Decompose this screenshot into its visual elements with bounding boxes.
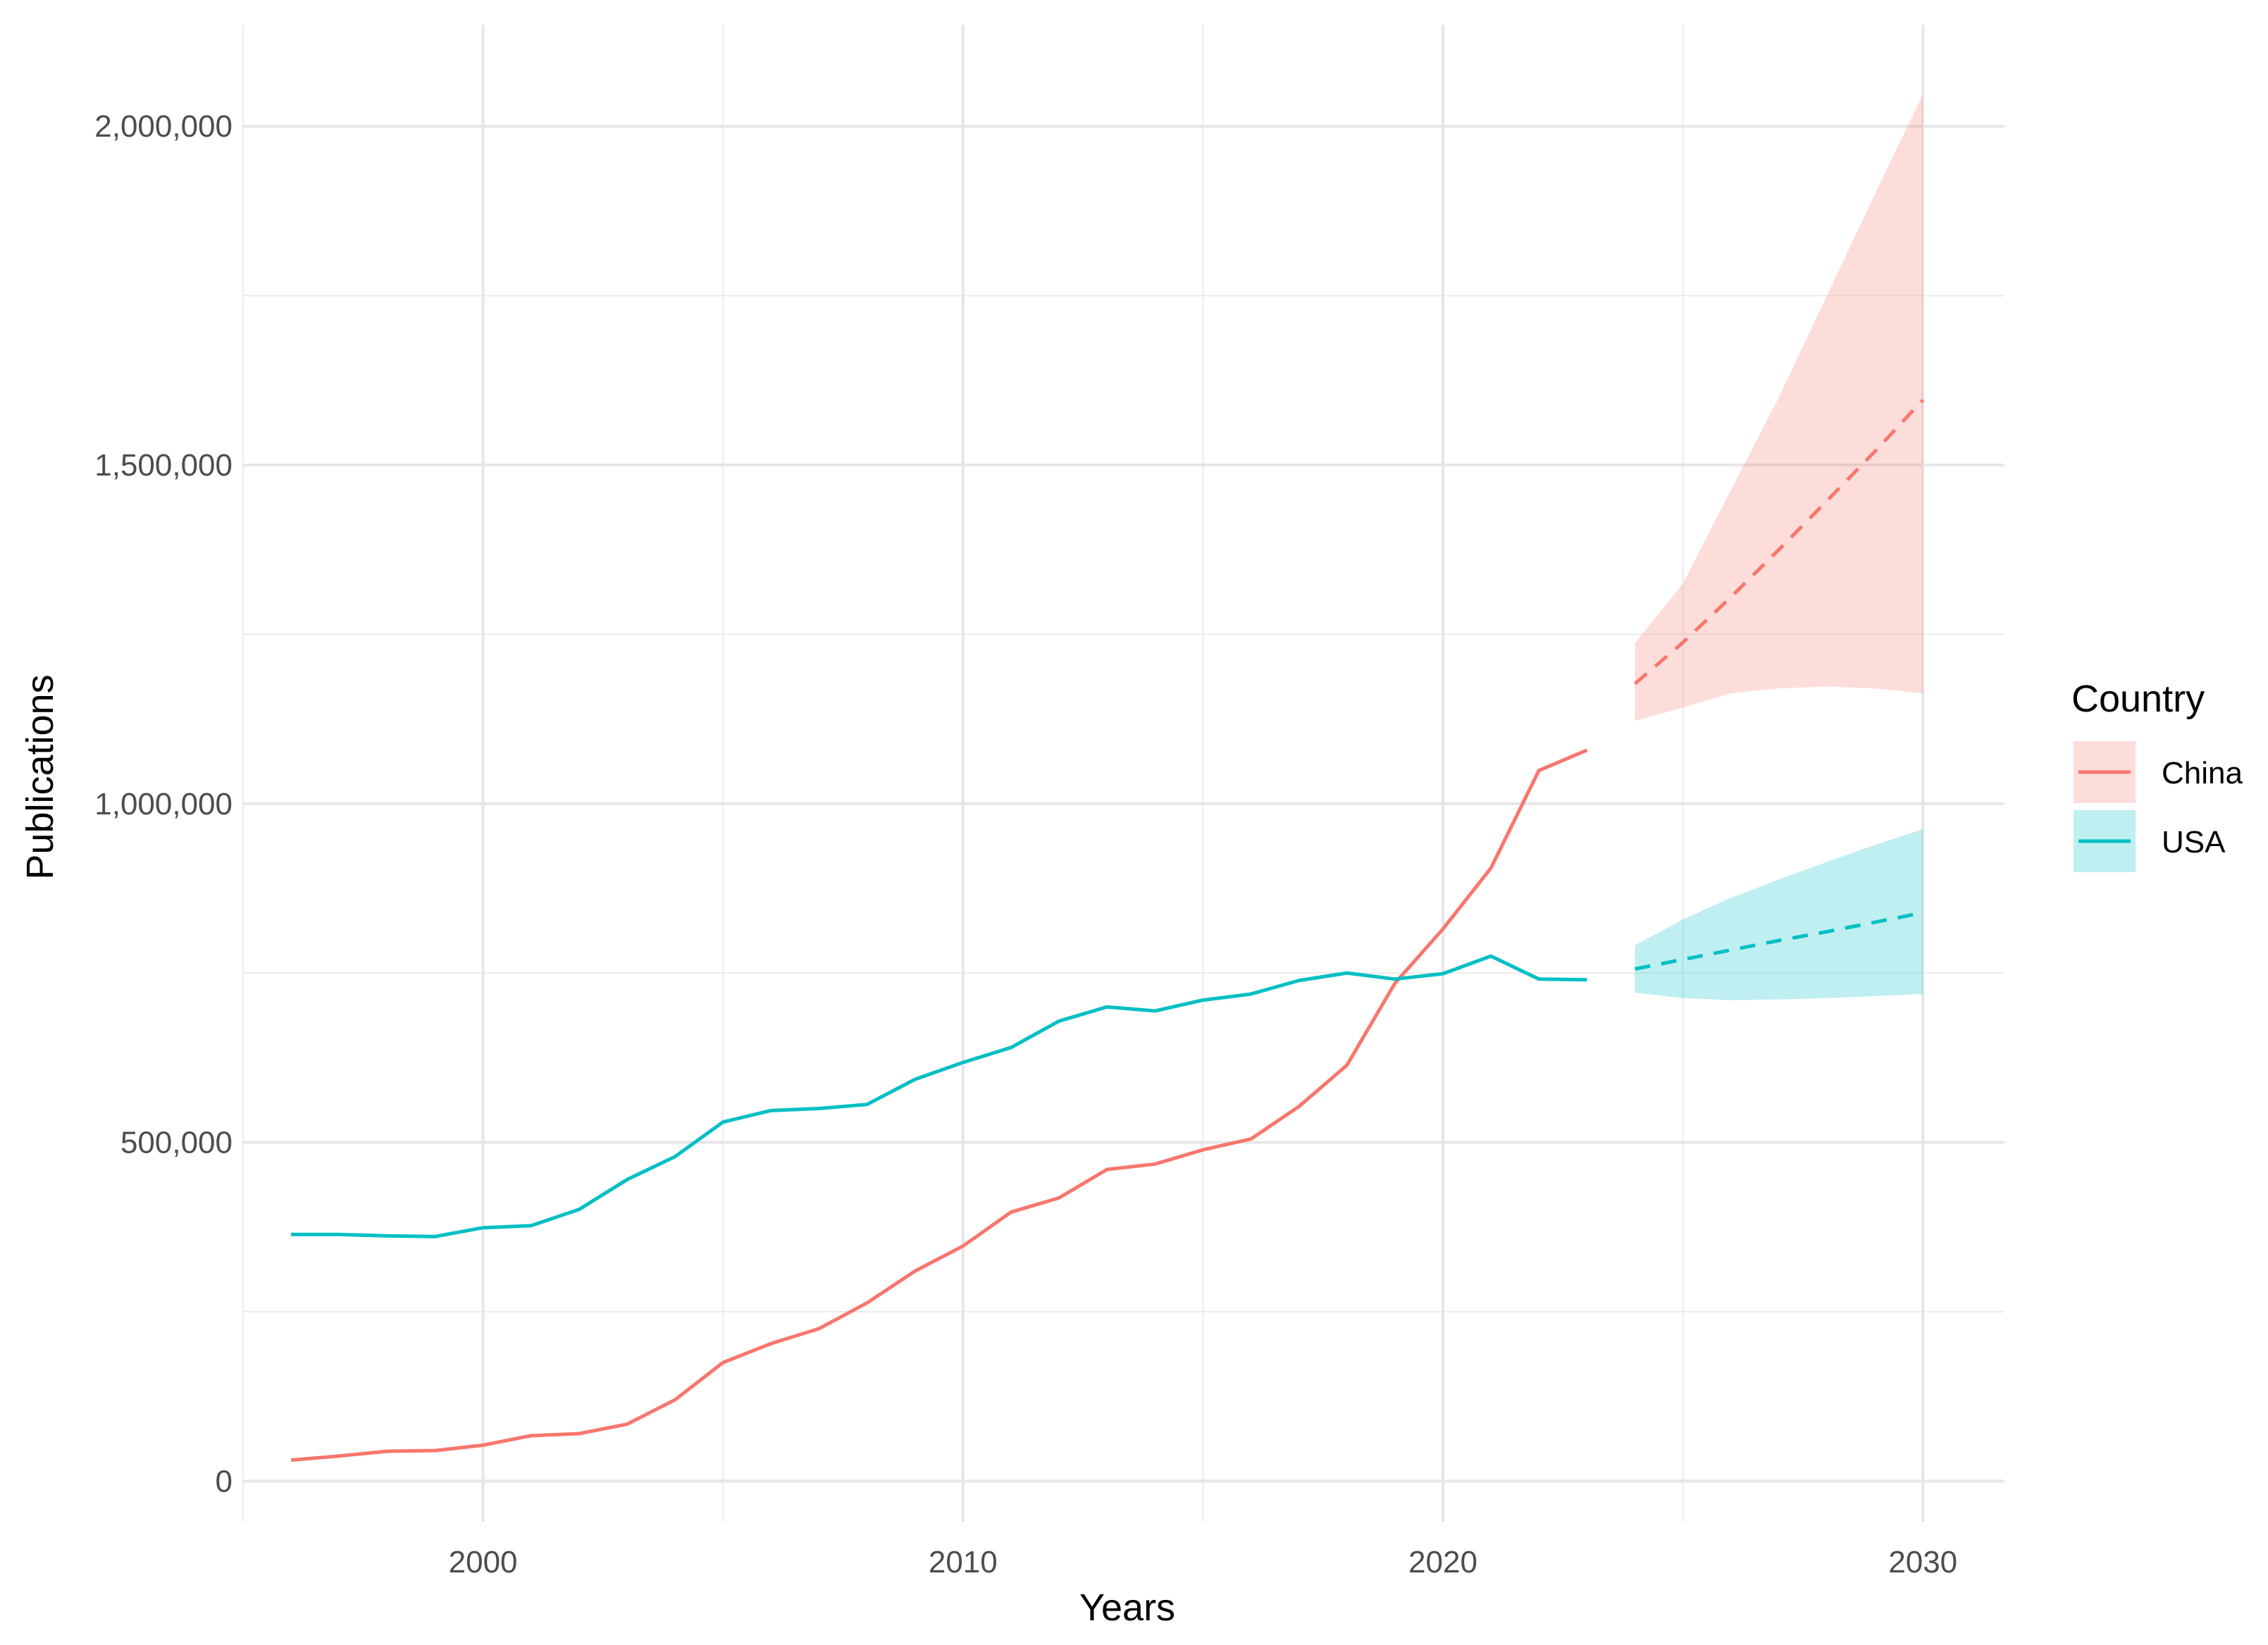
x-tick-label: 2020 [1408,1545,1477,1579]
legend-item-china: China [2074,741,2243,803]
china-forecast-line [1633,398,1925,685]
usa-forecast-line [1634,911,1923,971]
x-axis-tick-labels: 2000 2010 2020 2030 [449,1545,1957,1579]
usa-historical-line [291,954,1587,1239]
series-lines [290,398,1925,1462]
legend-label-china: China [2162,756,2243,790]
x-tick-label: 2030 [1888,1545,1957,1579]
y-tick-label: 0 [216,1464,233,1498]
y-axis-tick-labels: 0 500,000 1,000,000 1,500,000 2,000,000 [94,109,233,1498]
legend: Country China USA [2071,678,2243,872]
forecast-ribbons [1635,94,1923,1000]
x-tick-label: 2010 [929,1545,998,1579]
y-tick-label: 500,000 [120,1126,233,1160]
legend-item-usa: USA [2074,810,2226,872]
y-axis-title: Publications [19,674,61,879]
y-tick-label: 1,000,000 [94,787,233,821]
y-tick-label: 2,000,000 [94,109,233,144]
x-axis-title: Years [1079,1587,1175,1629]
legend-title: Country [2071,678,2205,720]
usa-forecast-interval [1635,829,1923,1000]
y-tick-label: 1,500,000 [94,448,233,483]
grid-major [243,25,2004,1522]
china-historical-line [290,748,1588,1462]
china-forecast-interval [1635,94,1923,721]
x-tick-label: 2000 [449,1545,518,1579]
grid-minor [242,25,2004,1522]
legend-label-usa: USA [2162,825,2226,859]
